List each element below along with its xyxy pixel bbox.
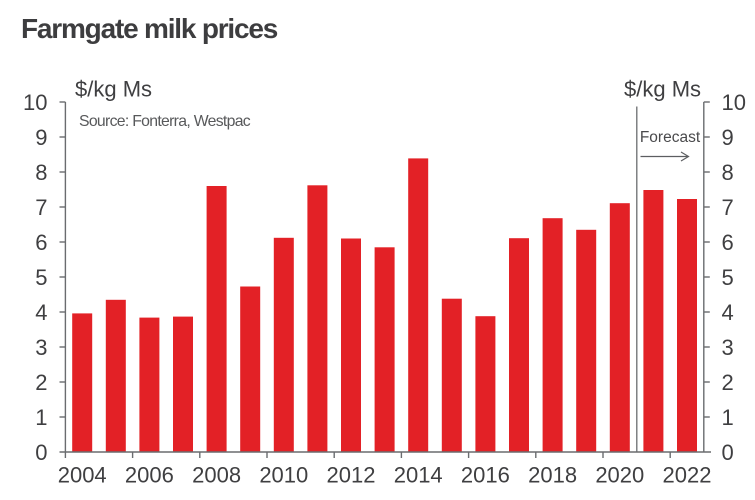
svg-text:7: 7 bbox=[722, 195, 734, 220]
svg-text:2016: 2016 bbox=[461, 463, 510, 488]
svg-text:8: 8 bbox=[35, 160, 47, 185]
svg-text:5: 5 bbox=[35, 265, 47, 290]
svg-text:7: 7 bbox=[35, 195, 47, 220]
svg-text:$/kg Ms: $/kg Ms bbox=[75, 77, 152, 102]
svg-text:2: 2 bbox=[35, 370, 47, 395]
svg-text:3: 3 bbox=[722, 335, 734, 360]
svg-text:4: 4 bbox=[35, 300, 47, 325]
svg-text:2004: 2004 bbox=[58, 463, 107, 488]
svg-text:9: 9 bbox=[722, 125, 734, 150]
svg-text:10: 10 bbox=[23, 90, 47, 115]
svg-text:2018: 2018 bbox=[528, 463, 577, 488]
svg-text:6: 6 bbox=[35, 230, 47, 255]
svg-text:Farmgate milk prices: Farmgate milk prices bbox=[21, 13, 278, 44]
svg-text:Forecast: Forecast bbox=[640, 129, 701, 146]
svg-text:2008: 2008 bbox=[192, 463, 241, 488]
svg-text:$/kg Ms: $/kg Ms bbox=[624, 77, 701, 102]
svg-text:2010: 2010 bbox=[259, 463, 308, 488]
svg-text:3: 3 bbox=[35, 335, 47, 360]
svg-text:2022: 2022 bbox=[663, 463, 712, 488]
svg-text:2006: 2006 bbox=[125, 463, 174, 488]
svg-text:5: 5 bbox=[722, 265, 734, 290]
svg-text:8: 8 bbox=[722, 160, 734, 185]
svg-text:4: 4 bbox=[722, 300, 734, 325]
svg-text:2012: 2012 bbox=[327, 463, 376, 488]
svg-text:9: 9 bbox=[35, 125, 47, 150]
svg-text:2: 2 bbox=[722, 370, 734, 395]
svg-text:0: 0 bbox=[35, 440, 47, 465]
svg-text:1: 1 bbox=[35, 405, 47, 430]
svg-text:10: 10 bbox=[722, 90, 746, 115]
svg-text:6: 6 bbox=[722, 230, 734, 255]
svg-text:2020: 2020 bbox=[595, 463, 644, 488]
svg-text:2014: 2014 bbox=[394, 463, 443, 488]
svg-text:1: 1 bbox=[722, 405, 734, 430]
svg-text:Source: Fonterra, Westpac: Source: Fonterra, Westpac bbox=[79, 113, 251, 130]
svg-text:0: 0 bbox=[722, 440, 734, 465]
